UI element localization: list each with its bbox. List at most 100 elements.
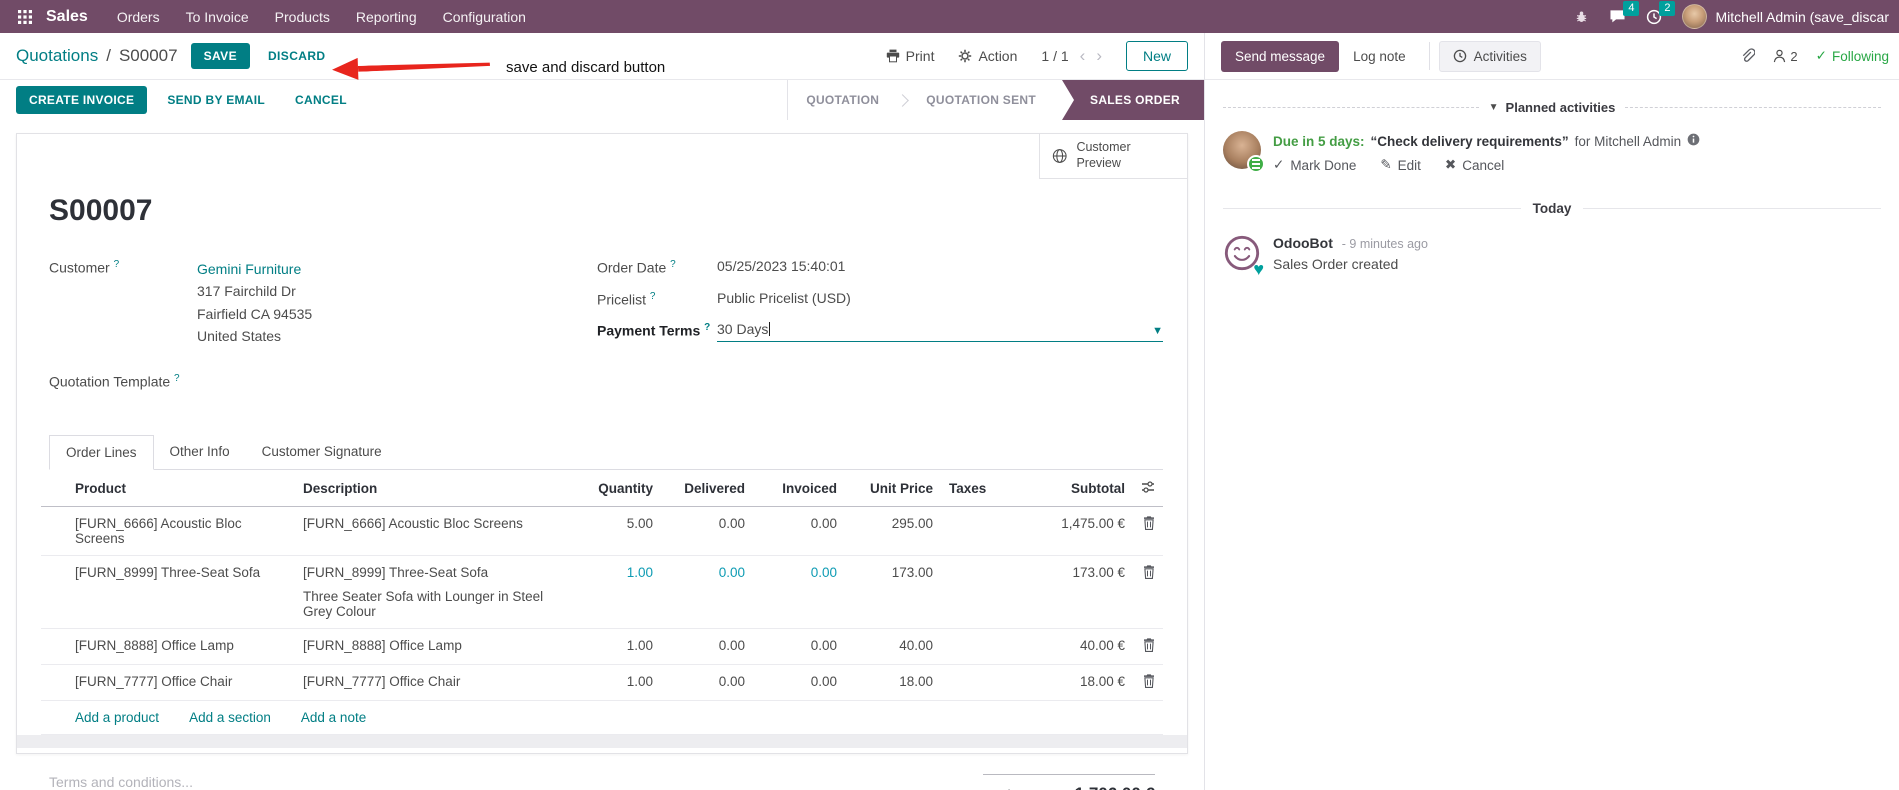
- cell-quantity[interactable]: 1.00: [569, 555, 661, 630]
- stage-sales-order[interactable]: SALES ORDER: [1062, 80, 1204, 120]
- apps-grid-icon[interactable]: [10, 9, 40, 24]
- log-note-button[interactable]: Log note: [1339, 41, 1420, 72]
- delete-row-icon[interactable]: [1143, 565, 1155, 580]
- message-item: ♥ OdooBot - 9 minutes ago Sales Order cr…: [1223, 234, 1881, 278]
- add-a-note-link[interactable]: Add a note: [300, 710, 367, 726]
- save-button[interactable]: SAVE: [190, 43, 250, 69]
- cell-product[interactable]: [FURN_8999] Three-Seat Sofa: [67, 555, 295, 630]
- cell-quantity[interactable]: 1.00: [569, 628, 661, 666]
- attachment-paperclip-icon[interactable]: [1740, 48, 1756, 64]
- activities-badge: 2: [1659, 0, 1676, 16]
- messages-icon[interactable]: 4: [1609, 1, 1640, 24]
- cell-taxes[interactable]: [941, 555, 1005, 630]
- cell-description[interactable]: [FURN_8888] Office Lamp: [295, 628, 569, 666]
- cell-delivered[interactable]: 0.00: [661, 506, 753, 557]
- statusbar: QUOTATION QUOTATION SENT SALES ORDER: [787, 80, 1204, 120]
- mark-done-button[interactable]: ✓ Mark Done: [1273, 157, 1357, 173]
- stage-quotation-sent[interactable]: QUOTATION SENT: [926, 93, 1037, 107]
- menu-to-invoice[interactable]: To Invoice: [185, 8, 249, 25]
- activities-clock-icon[interactable]: 2: [1646, 0, 1676, 25]
- print-button[interactable]: Print: [886, 48, 934, 64]
- tab-order-lines[interactable]: Order Lines: [49, 435, 154, 471]
- form-pane: Quotations / S00007 SAVE DISCARD Print A…: [0, 33, 1205, 790]
- debug-bug-icon[interactable]: [1574, 9, 1589, 24]
- cell-invoiced[interactable]: 0.00: [753, 664, 845, 702]
- new-button[interactable]: New: [1125, 41, 1188, 71]
- discard-button[interactable]: DISCARD: [267, 49, 326, 63]
- col-subtotal: Subtotal: [1005, 470, 1133, 508]
- address-line-3: United States: [197, 328, 282, 345]
- breadcrumb-quotations[interactable]: Quotations: [16, 46, 99, 65]
- tab-other-info[interactable]: Other Info: [169, 444, 230, 460]
- app-name[interactable]: Sales: [46, 7, 88, 25]
- cell-product[interactable]: [FURN_7777] Office Chair: [67, 664, 295, 702]
- cell-description[interactable]: [FURN_6666] Acoustic Bloc Screens: [295, 506, 569, 557]
- menu-products[interactable]: Products: [274, 8, 330, 25]
- send-by-email-button[interactable]: SEND BY EMAIL: [157, 86, 275, 114]
- optional-columns-button[interactable]: [1133, 470, 1163, 508]
- terms-placeholder[interactable]: Terms and conditions...: [49, 774, 193, 790]
- cell-delivered[interactable]: 0.00: [661, 664, 753, 702]
- cell-delivered[interactable]: 0.00: [661, 555, 753, 630]
- delete-row-icon[interactable]: [1143, 674, 1155, 689]
- tab-customer-signature[interactable]: Customer Signature: [261, 444, 382, 460]
- cell-description[interactable]: [FURN_8999] Three-Seat Sofa Three Seater …: [295, 555, 569, 630]
- add-a-section-link[interactable]: Add a section: [189, 710, 271, 726]
- cell-invoiced[interactable]: 0.00: [753, 628, 845, 666]
- cell-taxes[interactable]: [941, 506, 1005, 557]
- following-button[interactable]: ✓ Following: [1815, 48, 1889, 64]
- cell-delivered[interactable]: 0.00: [661, 628, 753, 666]
- pricelist-field[interactable]: Public Pricelist (USD): [717, 289, 851, 306]
- cell-product[interactable]: [FURN_6666] Acoustic Bloc Screens: [67, 506, 295, 557]
- payment-terms-field[interactable]: 30 Days ▼: [717, 321, 1163, 343]
- followers-button[interactable]: 2: [1773, 49, 1798, 64]
- cancel-button[interactable]: CANCEL: [285, 86, 357, 114]
- cell-subtotal: 18.00 €: [1005, 664, 1133, 702]
- info-icon[interactable]: [1687, 133, 1700, 149]
- planned-activities-header: ▼ Planned activities: [1223, 100, 1882, 115]
- cell-unit-price[interactable]: 18.00: [845, 664, 941, 702]
- cell-quantity[interactable]: 5.00: [569, 506, 661, 557]
- edit-activity-button[interactable]: ✎ Edit: [1380, 157, 1421, 173]
- printer-icon: [886, 49, 899, 63]
- delete-row-icon[interactable]: [1143, 638, 1155, 653]
- order-date-field[interactable]: 05/25/2023 15:40:01: [717, 258, 846, 274]
- customer-preview-button[interactable]: Customer Preview: [1039, 134, 1187, 179]
- cell-invoiced[interactable]: 0.00: [753, 506, 845, 557]
- menu-reporting[interactable]: Reporting: [355, 8, 417, 25]
- cell-description[interactable]: [FURN_7777] Office Chair: [295, 664, 569, 702]
- pager-prev-icon[interactable]: ‹: [1079, 46, 1086, 65]
- create-invoice-button[interactable]: CREATE INVOICE: [16, 86, 148, 114]
- activities-button[interactable]: Activities: [1438, 40, 1541, 72]
- annotation: save and discard button: [331, 56, 665, 81]
- cell-quantity[interactable]: 1.00: [569, 664, 661, 702]
- customer-link[interactable]: Gemini Furniture: [197, 261, 302, 277]
- pager-next-icon[interactable]: ›: [1096, 46, 1102, 65]
- chatter-topbar: Send message Log note Activities 2 ✓ Fol…: [1205, 33, 1899, 80]
- cell-unit-price[interactable]: 173.00: [845, 555, 941, 630]
- action-button[interactable]: Action: [958, 48, 1017, 64]
- cell-unit-price[interactable]: 295.00: [845, 506, 941, 557]
- quotation-template-field[interactable]: [180, 372, 597, 390]
- dropdown-caret-icon[interactable]: ▼: [1152, 325, 1163, 338]
- breadcrumb-separator: /: [106, 46, 111, 65]
- add-a-product-link[interactable]: Add a product: [75, 710, 160, 726]
- send-message-button[interactable]: Send message: [1221, 40, 1340, 72]
- cell-taxes[interactable]: [941, 664, 1005, 702]
- message-author[interactable]: OdooBot: [1273, 235, 1333, 251]
- planned-activities-toggle[interactable]: ▼ Planned activities: [1488, 100, 1616, 115]
- cell-invoiced[interactable]: 0.00: [753, 555, 845, 630]
- cell-unit-price[interactable]: 40.00: [845, 628, 941, 666]
- delete-row-icon[interactable]: [1143, 516, 1155, 531]
- cell-taxes[interactable]: [941, 628, 1005, 666]
- menu-orders[interactable]: Orders: [116, 8, 160, 25]
- chevron-right-icon: [896, 93, 910, 107]
- menu-configuration[interactable]: Configuration: [442, 8, 526, 25]
- payment-terms-label: Payment Terms ?: [597, 322, 711, 339]
- user-menu[interactable]: Mitchell Admin (save_discar: [1682, 4, 1889, 29]
- cell-product[interactable]: [FURN_8888] Office Lamp: [67, 628, 295, 666]
- cell-subtotal: 1,475.00 €: [1005, 506, 1133, 557]
- cancel-activity-button[interactable]: ✖ Cancel: [1444, 157, 1505, 173]
- control-panel-right: Print Action 1 / 1 ‹ › New: [886, 41, 1188, 71]
- stage-quotation[interactable]: QUOTATION: [806, 93, 880, 107]
